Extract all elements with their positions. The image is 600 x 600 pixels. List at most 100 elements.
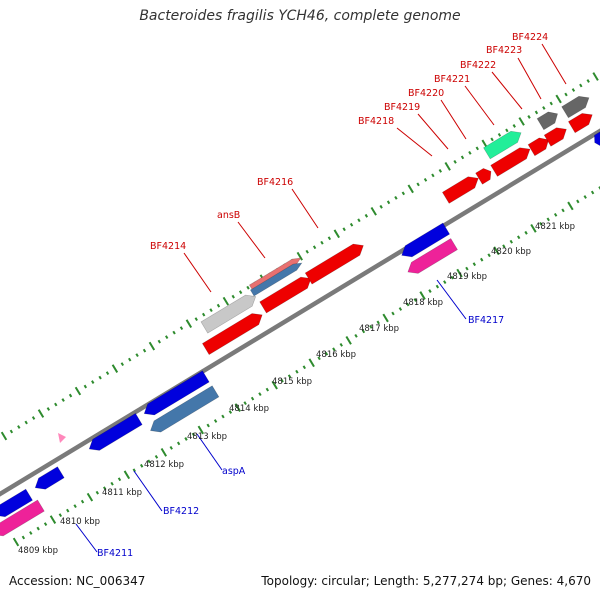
gene-label-bf4217[interactable]: BF4217 (468, 315, 504, 326)
tick-mark (74, 386, 82, 396)
gene-label-ansb[interactable]: ansB (217, 210, 240, 221)
tick-mark (228, 410, 233, 414)
tick-mark (490, 137, 494, 142)
tick-mark (453, 159, 457, 164)
tick-mark (222, 296, 230, 306)
leader-line (517, 57, 542, 100)
tick-mark (416, 182, 420, 187)
tick-mark (179, 326, 184, 331)
tick-mark (549, 101, 553, 106)
tick-mark (579, 83, 583, 88)
tick-mark (184, 437, 188, 441)
tick-mark (438, 168, 442, 173)
tick-mark (413, 298, 417, 302)
gene-arrow (143, 370, 210, 416)
gene-arrow (201, 313, 263, 356)
tick-mark (287, 374, 292, 379)
tick-mark (475, 146, 479, 151)
tick-mark (24, 420, 28, 425)
leader-line (464, 85, 495, 126)
tick-mark (197, 425, 204, 435)
gene-label-bf4211[interactable]: BF4211 (97, 548, 133, 559)
tick-mark (542, 106, 546, 110)
tick-mark (527, 115, 531, 119)
tick-mark (165, 335, 169, 340)
gene-label-bf4219[interactable]: BF4219 (384, 102, 420, 113)
tick-mark (31, 416, 36, 420)
tick-mark (66, 508, 70, 513)
leader-line (133, 470, 163, 512)
tick-mark (327, 236, 332, 241)
tick-mark (456, 268, 463, 278)
tick-mark (73, 504, 77, 509)
tick-mark (172, 330, 176, 335)
tick-mark (231, 294, 235, 299)
gene-label-bf4214[interactable]: BF4214 (150, 241, 186, 252)
gene-ansb (249, 262, 303, 297)
tick-mark (407, 184, 414, 194)
genome-backbone (0, 128, 600, 497)
gene-label-aspa[interactable]: aspA (222, 466, 246, 477)
tick-mark (132, 468, 136, 473)
leader-line (417, 113, 449, 150)
tick-mark (431, 173, 435, 178)
tick-mark (361, 329, 366, 334)
tick-mark (258, 392, 262, 397)
tick-mark (530, 223, 537, 233)
tick-mark (592, 72, 599, 81)
tick-mark (191, 432, 196, 437)
gene-bf4223 (536, 111, 558, 131)
gene-bf4222 (527, 137, 549, 157)
tick-mark (480, 257, 484, 262)
gene-label-bf4216[interactable]: BF4216 (257, 177, 293, 188)
gene-arrow (401, 222, 451, 258)
tick-mark (472, 262, 477, 267)
scale-label: 4819 kbp (447, 272, 487, 282)
tick-mark (487, 253, 491, 258)
label-leader-lines (75, 43, 567, 553)
tick-mark (91, 380, 95, 384)
scale-label: 4821 kbp (535, 222, 575, 232)
tick-mark (376, 320, 380, 325)
tick-mark (120, 362, 125, 366)
gene-fragment (58, 433, 66, 443)
gene-bf4220 (490, 147, 531, 177)
gene-label-bf4222[interactable]: BF4222 (460, 60, 496, 71)
tick-mark (86, 492, 94, 502)
tick-mark (110, 481, 114, 486)
scale-label: 4820 kbp (491, 247, 531, 257)
tick-mark (98, 375, 102, 380)
leader-line (491, 71, 523, 110)
tick-mark (555, 94, 562, 104)
gene-label-bf4212[interactable]: BF4212 (163, 506, 199, 517)
tick-mark (379, 204, 383, 209)
gene-label-bf4224[interactable]: BF4224 (512, 32, 548, 43)
tick-mark (539, 221, 543, 226)
tick-mark (61, 398, 65, 402)
tick-mark (460, 155, 465, 160)
tick-mark (9, 429, 14, 434)
gene-arrow (567, 113, 593, 134)
tick-mark (46, 407, 51, 411)
tick-mark (546, 217, 550, 222)
gene-label-bf4223[interactable]: BF4223 (486, 45, 522, 56)
tick-mark (185, 319, 193, 329)
scale-label: 4810 kbp (60, 517, 100, 527)
tick-mark (169, 446, 173, 450)
leader-line (291, 188, 319, 229)
tick-mark (221, 414, 225, 419)
tick-mark (369, 325, 373, 329)
gene-arrow (0, 488, 33, 518)
gene-label-bf4218[interactable]: BF4218 (358, 116, 394, 127)
tick-mark (534, 110, 539, 115)
gene-label-bf4220[interactable]: BF4220 (408, 88, 444, 99)
tick-mark (0, 431, 8, 441)
gene-bf4214 (200, 294, 257, 334)
gene-label-bf4221[interactable]: BF4221 (434, 74, 470, 85)
tick-mark (206, 423, 210, 428)
tick-mark (502, 244, 506, 249)
tick-mark (29, 531, 33, 535)
tick-mark (317, 356, 321, 361)
scale-label: 4817 kbp (359, 324, 399, 334)
tick-mark (234, 403, 241, 412)
